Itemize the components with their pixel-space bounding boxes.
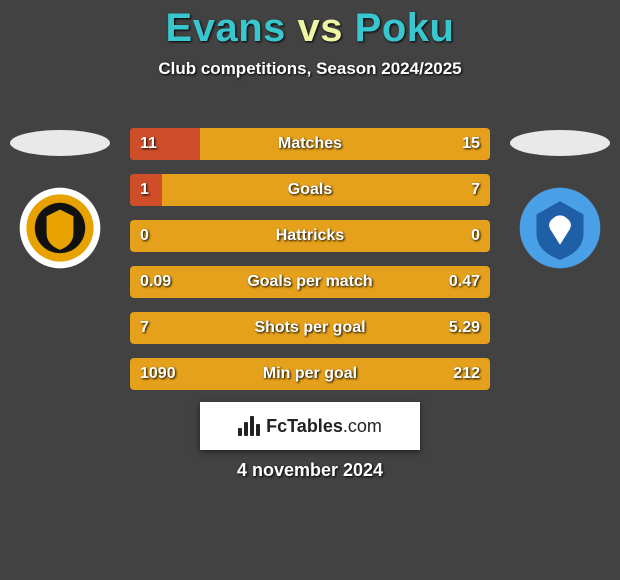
stat-label: Shots per goal (130, 312, 490, 344)
crest-left-icon (18, 186, 102, 270)
subtitle: Club competitions, Season 2024/2025 (0, 59, 620, 79)
fctables-brand: FcTables (266, 416, 343, 436)
stat-right-value: 7 (471, 174, 480, 206)
fctables-text: FcTables.com (266, 416, 382, 437)
stat-row: 1Goals7 (130, 174, 490, 206)
stat-right-value: 5.29 (449, 312, 480, 344)
stat-label: Goals per match (130, 266, 490, 298)
player1-name: Evans (166, 6, 286, 50)
comparison-card: Evans vs Poku Club competitions, Season … (0, 6, 620, 580)
fctables-badge: FcTables.com (200, 402, 420, 450)
stat-label: Matches (130, 128, 490, 160)
stat-label: Min per goal (130, 358, 490, 390)
date-text: 4 november 2024 (0, 460, 620, 481)
fctables-domain: .com (343, 416, 382, 436)
team-crest-left (18, 186, 102, 270)
stat-row: 0Hattricks0 (130, 220, 490, 252)
stat-right-value: 15 (462, 128, 480, 160)
stat-row: 7Shots per goal5.29 (130, 312, 490, 344)
stats-rows: 11Matches15 1Goals7 0Hattricks0 0.09Goals p… (130, 128, 490, 404)
stat-label: Goals (130, 174, 490, 206)
chart-bars-icon (238, 416, 260, 436)
stat-right-value: 212 (453, 358, 480, 390)
team-ellipse-left (10, 130, 110, 156)
team-crest-right (518, 186, 602, 270)
title: Evans vs Poku (0, 6, 620, 51)
stat-row: 11Matches15 (130, 128, 490, 160)
stat-row: 1090Min per goal212 (130, 358, 490, 390)
stat-right-value: 0 (471, 220, 480, 252)
stat-right-value: 0.47 (449, 266, 480, 298)
crest-right-icon (518, 186, 602, 270)
stat-row: 0.09Goals per match0.47 (130, 266, 490, 298)
stat-label: Hattricks (130, 220, 490, 252)
vs-label: vs (298, 6, 344, 50)
team-ellipse-right (510, 130, 610, 156)
player2-name: Poku (355, 6, 455, 50)
